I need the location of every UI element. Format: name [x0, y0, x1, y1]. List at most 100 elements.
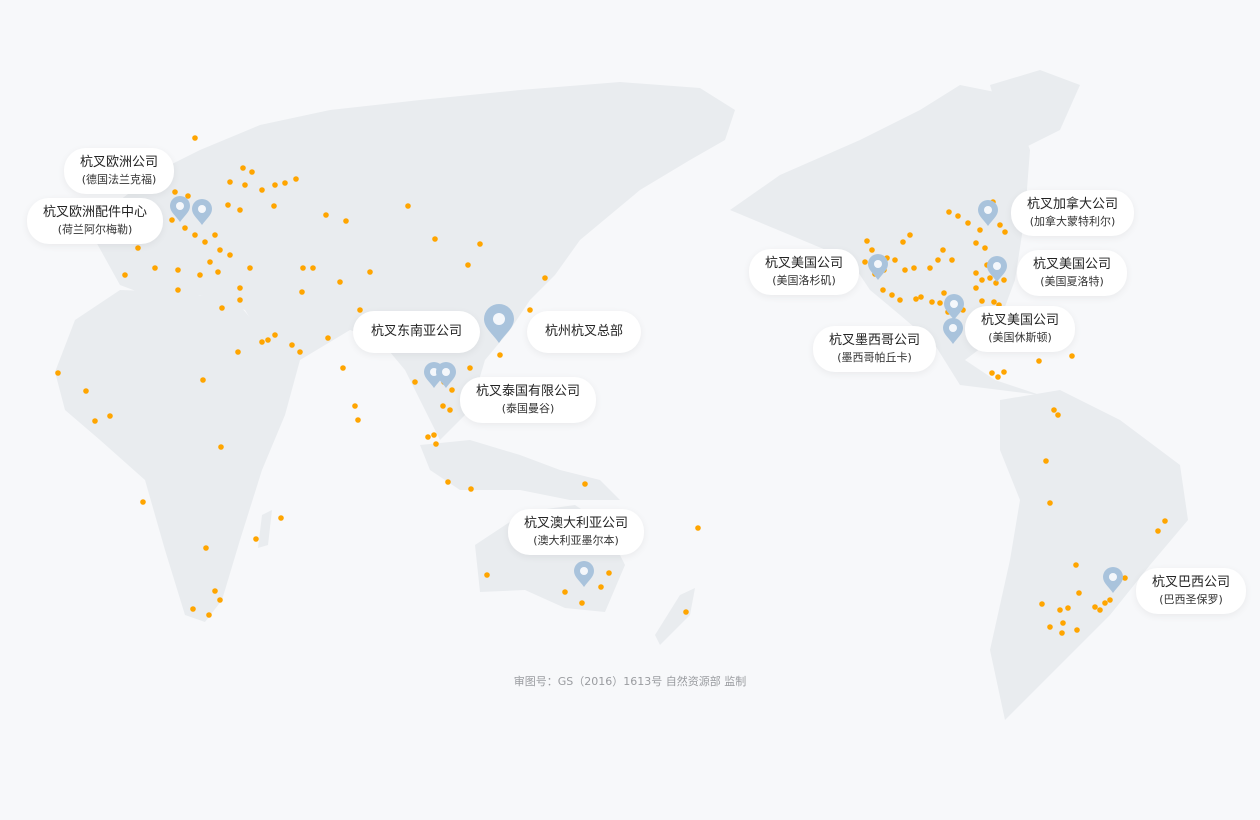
dealer-dot	[1074, 627, 1080, 633]
location-pin-icon[interactable]	[574, 561, 594, 587]
office-label-usa-charlotte[interactable]: 杭叉美国公司 (美国夏洛特)	[1017, 250, 1128, 296]
office-title: 杭叉欧洲公司	[80, 155, 159, 170]
dealer-dot	[206, 612, 212, 618]
dealer-dot	[1073, 562, 1079, 568]
office-label-europe[interactable]: 杭叉欧洲公司 (德国法兰克福)	[64, 148, 175, 194]
dealer-dot	[579, 600, 585, 606]
location-pin-icon[interactable]	[192, 199, 212, 225]
dealer-dot	[272, 332, 278, 338]
location-pin-icon[interactable]	[436, 362, 456, 388]
dealer-dot	[425, 434, 431, 440]
dealer-dot	[405, 203, 411, 209]
dealer-dot	[175, 287, 181, 293]
dealer-dot	[941, 290, 947, 296]
dealer-dot	[606, 570, 612, 576]
office-location: (巴西圣保罗)	[1159, 593, 1223, 606]
dealer-dot	[527, 307, 533, 313]
location-pin-icon[interactable]	[170, 196, 190, 222]
dealer-dot	[1060, 620, 1066, 626]
dealer-dot	[249, 169, 255, 175]
dealer-dot	[1069, 353, 1075, 359]
dealer-dot	[253, 536, 259, 542]
dealer-dot	[278, 515, 284, 521]
location-pin-icon[interactable]	[978, 200, 998, 226]
dealer-dot	[1155, 528, 1161, 534]
dealer-dot	[431, 432, 437, 438]
dealer-dot	[993, 280, 999, 286]
dealer-dot	[227, 179, 233, 185]
office-location: (泰国曼谷)	[501, 402, 555, 415]
dealer-dot	[497, 352, 503, 358]
office-location: (加拿大蒙特利尔)	[1029, 215, 1116, 228]
dealer-dot	[1057, 607, 1063, 613]
dealer-dot	[1001, 277, 1007, 283]
dealer-dot	[200, 377, 206, 383]
dealer-dot	[979, 298, 985, 304]
dealer-dot	[237, 207, 243, 213]
dealer-dot	[367, 269, 373, 275]
dealer-dot	[412, 379, 418, 385]
dealer-dot	[297, 349, 303, 355]
office-label-usa-la[interactable]: 杭叉美国公司 (美国洛杉矶)	[749, 249, 860, 295]
dealer-dot	[973, 270, 979, 276]
dealer-dots	[55, 135, 1168, 636]
office-label-europe-parts[interactable]: 杭叉欧洲配件中心 (荷兰阿尔梅勒)	[27, 198, 164, 244]
dealer-dot	[135, 245, 141, 251]
dealer-dot	[484, 572, 490, 578]
office-label-usa-houston[interactable]: 杭叉美国公司 (美国休斯顿)	[965, 306, 1076, 352]
dealer-dot	[259, 187, 265, 193]
dealer-dot	[1002, 229, 1008, 235]
dealer-dot	[1059, 630, 1065, 636]
dealer-dot	[182, 225, 188, 231]
dealer-dot	[271, 203, 277, 209]
office-location: (美国洛杉矶)	[772, 274, 836, 287]
dealer-dot	[467, 365, 473, 371]
dealer-dot	[946, 209, 952, 215]
office-label-hq[interactable]: 杭州杭叉总部	[527, 311, 642, 353]
dealer-dot	[965, 220, 971, 226]
dealer-dot	[1001, 369, 1007, 375]
dealer-dot	[979, 277, 985, 283]
south-america	[990, 390, 1188, 720]
dealer-dot	[929, 299, 935, 305]
location-pin-icon[interactable]	[944, 294, 964, 320]
office-label-australia[interactable]: 杭叉澳大利亚公司 (澳大利亚墨尔本)	[508, 509, 645, 555]
location-pin-icon[interactable]	[868, 254, 888, 280]
dealer-dot	[862, 259, 868, 265]
dealer-dot	[310, 265, 316, 271]
dealer-dot	[169, 217, 175, 223]
dealer-dot	[973, 285, 979, 291]
location-pin-icon[interactable]	[943, 318, 963, 344]
dealer-dot	[355, 417, 361, 423]
office-label-brazil[interactable]: 杭叉巴西公司 (巴西圣保罗)	[1136, 568, 1247, 614]
dealer-dot	[1102, 600, 1108, 606]
dealer-dot	[695, 525, 701, 531]
office-label-thailand[interactable]: 杭叉泰国有限公司 (泰国曼谷)	[460, 377, 597, 423]
dealer-dot	[172, 189, 178, 195]
office-location: (德国法兰克福)	[81, 173, 157, 186]
office-location: (澳大利亚墨尔本)	[533, 534, 619, 547]
dealer-dot	[352, 403, 358, 409]
dealer-dot	[293, 176, 299, 182]
dealer-dot	[447, 407, 453, 413]
office-label-mexico[interactable]: 杭叉墨西哥公司 (墨西哥帕丘卡)	[813, 326, 937, 372]
dealer-dot	[337, 279, 343, 285]
dealer-dot	[215, 269, 221, 275]
location-pin-icon[interactable]	[1103, 567, 1123, 593]
dealer-dot	[107, 413, 113, 419]
dealer-dot	[949, 257, 955, 263]
office-label-canada[interactable]: 杭叉加拿大公司 (加拿大蒙特利尔)	[1011, 190, 1135, 236]
dealer-dot	[977, 227, 983, 233]
dealer-dot	[542, 275, 548, 281]
office-title: 杭叉泰国有限公司	[476, 384, 581, 399]
location-pin-icon[interactable]	[484, 304, 514, 343]
location-pin-icon[interactable]	[987, 256, 1007, 282]
office-label-southeast-asia[interactable]: 杭叉东南亚公司	[353, 311, 481, 353]
dealer-dot	[1039, 601, 1045, 607]
new-zealand	[655, 588, 695, 645]
dealer-dot	[235, 349, 241, 355]
office-location: (美国休斯顿)	[988, 331, 1052, 344]
dealer-dot	[913, 296, 919, 302]
dealer-dot	[282, 180, 288, 186]
dealer-dot	[1055, 412, 1061, 418]
